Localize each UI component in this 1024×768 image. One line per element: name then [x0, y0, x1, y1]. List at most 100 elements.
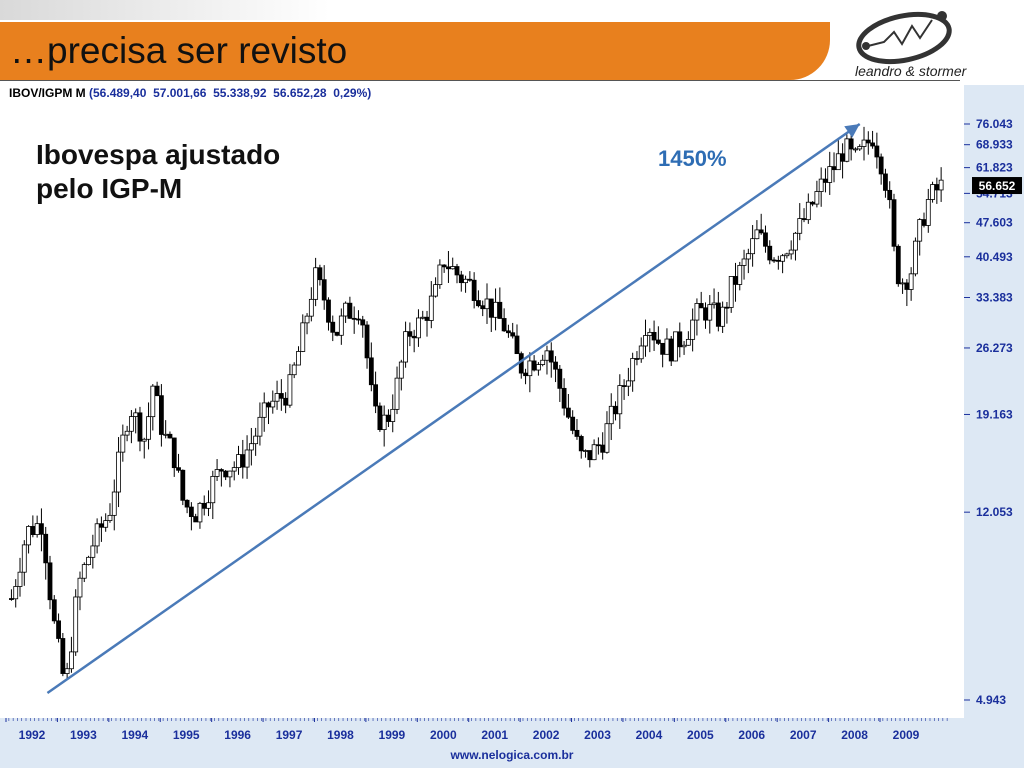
candle-body [925, 199, 931, 226]
candle-body [621, 385, 627, 387]
candle-body [754, 229, 760, 240]
candle-body [141, 438, 147, 442]
candle-body [878, 156, 884, 175]
header-divider [0, 80, 960, 81]
candle-body [163, 433, 169, 436]
y-tick-label: 47.603 [976, 216, 1013, 230]
candle-body [124, 430, 130, 436]
candle-body [771, 259, 777, 262]
candle-body [326, 299, 331, 323]
candle-body [428, 295, 434, 321]
candle-body [94, 523, 100, 547]
candle-body [240, 454, 246, 468]
candle-body [180, 469, 186, 501]
footer-url: www.nelogica.com.br [450, 748, 574, 762]
candle-body [420, 316, 426, 319]
candle-body [904, 282, 910, 290]
candle-body [43, 533, 49, 564]
candle-body [73, 596, 79, 653]
candle-body [600, 444, 606, 453]
candle-body [617, 385, 623, 415]
candle-body [373, 384, 379, 407]
x-tick-label: 2005 [687, 728, 714, 742]
candle-body [548, 350, 554, 363]
x-tick-label: 2002 [533, 728, 560, 742]
candle-body [488, 298, 494, 318]
candle-body [874, 145, 880, 158]
candle-body [553, 361, 558, 370]
candle-body [321, 279, 327, 301]
candle-body [278, 393, 284, 399]
candle-body [711, 302, 717, 306]
candle-body [390, 408, 396, 422]
chart-annotation: Ibovespa ajustado pelo IGP-M [36, 138, 366, 206]
candle-body [685, 338, 691, 346]
candle-body [9, 598, 14, 600]
candle-body [107, 514, 113, 521]
candle-body [133, 412, 139, 417]
candle-body [737, 265, 743, 285]
y-tick-label: 68.933 [976, 138, 1013, 152]
candle-body [857, 146, 863, 150]
candle-body [818, 178, 824, 192]
candle-body [47, 562, 53, 601]
candle-body [201, 502, 207, 509]
candle-body [728, 276, 734, 308]
candle-body [283, 397, 289, 406]
x-tick-label: 1993 [70, 728, 97, 742]
candle-body [677, 331, 683, 348]
candle-body [655, 339, 661, 344]
candle-body [724, 306, 730, 309]
candle-body [634, 358, 640, 360]
candle-body [694, 303, 700, 321]
candle-body [578, 436, 584, 452]
candle-body [630, 358, 636, 382]
y-tick-label: 19.163 [976, 407, 1013, 421]
x-tick-label: 2008 [841, 728, 868, 742]
candle-body [861, 139, 867, 147]
y-tick-label: 26.273 [976, 341, 1013, 355]
candle-body [733, 276, 738, 285]
x-tick-label: 1992 [19, 728, 46, 742]
candle-body [853, 148, 858, 151]
candle-body [274, 393, 280, 402]
candle-body [784, 253, 790, 257]
candle-body [343, 302, 349, 317]
candle-body [334, 331, 340, 336]
candle-body [870, 142, 875, 147]
candle-body [715, 302, 721, 327]
candle-body [467, 278, 473, 281]
y-axis-panel [964, 85, 1024, 768]
candle-body [81, 564, 87, 579]
candle-body [660, 342, 666, 355]
candle-body [287, 374, 293, 406]
y-tick-label: 12.053 [976, 505, 1013, 519]
ticker-symbol: IBOV/IGPM M [9, 86, 86, 100]
candle-body [668, 338, 674, 362]
candle-body [137, 412, 143, 442]
candle-body [741, 258, 747, 266]
candle-body [514, 335, 520, 355]
candle-body [188, 506, 194, 517]
candle-body [613, 405, 618, 415]
candle-body [368, 357, 374, 386]
x-tick-label: 2004 [636, 728, 663, 742]
candle-body [171, 437, 177, 469]
y-tick-label: 40.493 [976, 250, 1013, 264]
candle-body [90, 545, 96, 558]
candle-body [917, 219, 923, 242]
candle-body [411, 335, 417, 339]
candle-body [454, 266, 460, 276]
x-tick-label: 2000 [430, 728, 457, 742]
candle-body [865, 139, 871, 144]
candle-body [484, 298, 490, 310]
candle-body [476, 300, 481, 307]
candle-body [458, 274, 464, 284]
candle-body [540, 359, 546, 365]
candle-body [788, 249, 794, 255]
candle-body [493, 301, 498, 318]
last-value-badge [972, 177, 1022, 195]
candle-body [463, 278, 468, 284]
candle-body [930, 184, 935, 200]
annotation-line-2: pelo IGP-M [36, 173, 183, 204]
